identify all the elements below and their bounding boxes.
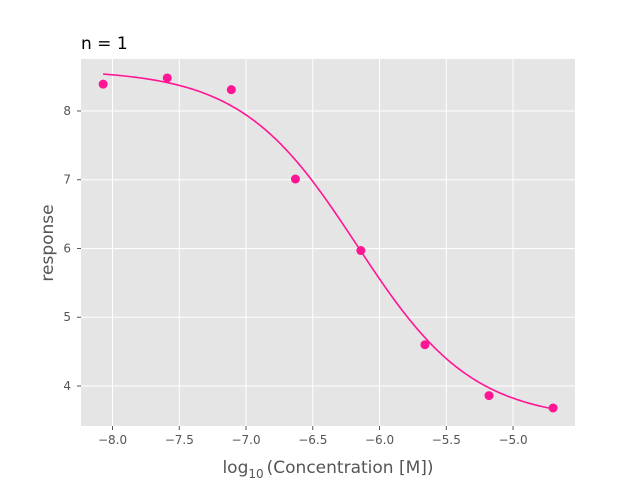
axis-ticks: −8.0 −7.5 −7.0 −6.5 −6.0 −5.5 −5.0 4 5 6 7 8 <box>63 104 527 447</box>
y-tick-label: 4 <box>63 379 71 393</box>
y-tick-label: 5 <box>63 310 71 324</box>
grid-lines <box>81 59 575 426</box>
y-tick-label: 6 <box>63 241 71 255</box>
x-tick-label: −5.0 <box>498 433 527 447</box>
x-label-rest: (Concentration [M]) <box>267 458 434 478</box>
x-tick-label: −7.5 <box>165 433 194 447</box>
x-tick-label: −8.0 <box>98 433 127 447</box>
x-tick-label: −6.0 <box>365 433 394 447</box>
data-point <box>548 403 558 413</box>
x-tick-label: −6.5 <box>298 433 327 447</box>
x-tick-label: −7.0 <box>231 433 260 447</box>
fit-curve <box>103 73 554 410</box>
y-tick-label: 7 <box>63 173 71 187</box>
chart-title: n = 1 <box>81 34 128 54</box>
data-point <box>162 73 172 83</box>
y-axis-label: response <box>38 204 58 281</box>
x-axis-label: log10 (Concentration [M]) <box>222 458 433 480</box>
data-point <box>98 79 108 89</box>
data-point <box>290 174 300 184</box>
x-label-sub: 10 <box>248 467 263 480</box>
x-tick-label: −5.5 <box>432 433 461 447</box>
data-point <box>484 391 494 401</box>
x-label-log: log <box>222 458 248 478</box>
data-point <box>356 246 366 256</box>
data-point <box>226 85 236 95</box>
y-tick-label: 8 <box>63 104 71 118</box>
data-point <box>420 340 430 350</box>
data-points <box>98 73 558 413</box>
plot-background <box>81 59 575 426</box>
